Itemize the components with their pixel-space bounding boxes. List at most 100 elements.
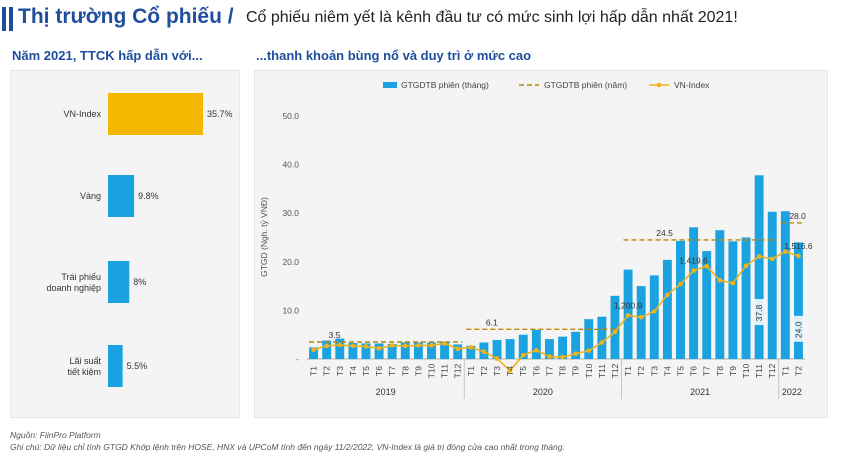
bar-month-22 xyxy=(584,319,594,359)
left-panel-title: Năm 2021, TTCK hấp dẫn với... xyxy=(12,48,203,63)
category-label: Trái phiếu doanh nghiệp xyxy=(46,272,101,293)
month-tick-label: T3 xyxy=(492,366,502,376)
page-title: Thị trường Cổ phiếu / xyxy=(18,5,234,28)
vnindex-point-18 xyxy=(534,347,539,353)
bar-month-12 xyxy=(453,344,463,359)
year-label: 2022 xyxy=(782,387,802,397)
legend-label: GTGDTB phiên (năm) xyxy=(544,80,627,90)
left-chart-panel: VN-Index 35.7% Vàng 9.8% Trái phiếu doanh ngh… xyxy=(10,70,240,418)
bar-month-34 xyxy=(741,237,751,359)
vnindex-point-23 xyxy=(599,340,605,345)
month-tick-label: T7 xyxy=(544,366,554,376)
vnindex-point-29 xyxy=(678,281,683,287)
category-label-line: Trái phiếu xyxy=(61,272,101,282)
bar-month-32 xyxy=(715,230,725,359)
vnindex-point-6 xyxy=(376,346,382,351)
month-tick-label: T11 xyxy=(754,364,764,378)
footer-note: Ghi chú: Dữ liệu chỉ tính GTGD Khớp lệnh… xyxy=(10,442,565,452)
category-label-line: Lãi suất xyxy=(69,356,101,366)
bar-month-2 xyxy=(322,340,332,359)
bar-month-35 xyxy=(754,175,764,359)
month-tick-label: T2 xyxy=(793,366,803,376)
month-tick-label: T6 xyxy=(374,366,384,376)
vnindex-point-11 xyxy=(442,341,447,346)
bar-2 xyxy=(108,175,135,217)
y-tick-label: 50.0 xyxy=(282,111,299,121)
bar-month-13 xyxy=(466,345,476,359)
bar-month-30 xyxy=(689,227,699,359)
month-tick-label: T11 xyxy=(597,364,607,378)
bar-month-7 xyxy=(387,343,397,359)
month-tick-label: T6 xyxy=(689,366,699,376)
month-tick-label: T9 xyxy=(413,366,423,376)
month-tick-label: T12 xyxy=(610,363,620,378)
bar-month-10 xyxy=(427,342,436,359)
bar-3 xyxy=(108,261,130,303)
vnindex-point-1 xyxy=(311,347,316,353)
month-tick-label: T5 xyxy=(518,366,528,376)
year-label: 2021 xyxy=(690,387,710,397)
vnindex-value-label: 1,516.6 xyxy=(784,241,813,251)
bar-value-label: 37.8 xyxy=(754,305,764,322)
header-accent-bar xyxy=(9,7,13,31)
vnindex-point-12 xyxy=(455,346,461,352)
vnindex-point-3 xyxy=(337,342,343,348)
vnindex-point-34 xyxy=(743,263,749,268)
bar-month-4 xyxy=(348,342,358,359)
month-tick-label: T4 xyxy=(662,366,672,376)
vnindex-point-38 xyxy=(796,253,801,259)
yearly-average-label: 3.5 xyxy=(329,330,341,340)
month-tick-label: T2 xyxy=(479,366,489,376)
vnindex-value-label: 1,200.9 xyxy=(614,300,643,310)
month-tick-label: T11 xyxy=(440,364,450,378)
category-label-line: tiết kiệm xyxy=(67,367,101,377)
vnindex-point-4 xyxy=(350,343,356,349)
vnindex-point-32 xyxy=(717,277,723,283)
bar-month-5 xyxy=(361,343,371,359)
vnindex-point-25 xyxy=(625,312,631,318)
y-tick-label: 40.0 xyxy=(282,160,299,170)
y-tick-label: - xyxy=(296,354,299,364)
bar-month-33 xyxy=(728,241,738,359)
month-tick-label: T1 xyxy=(309,366,319,376)
bar-month-3 xyxy=(335,338,345,359)
bar-month-17 xyxy=(518,334,528,359)
return-bar-chart: VN-Index 35.7% Vàng 9.8% Trái phiếu doanh ngh… xyxy=(46,93,233,387)
month-tick-label: T8 xyxy=(715,366,725,376)
month-tick-label: T3 xyxy=(649,366,659,376)
value-label: 35.7% xyxy=(207,109,233,119)
vnindex-value-label: 1,419.6 xyxy=(679,256,708,266)
month-tick-label: T2 xyxy=(322,366,332,376)
category-label: Vàng xyxy=(80,191,101,201)
page-subtitle: Cổ phiếu niêm yết là kênh đầu tư có mức … xyxy=(246,9,738,26)
vnindex-point-37 xyxy=(783,249,788,254)
vnindex-point-20 xyxy=(560,354,565,360)
month-tick-label: T1 xyxy=(466,366,476,376)
yearly-average-label: 24.5 xyxy=(656,228,673,238)
month-tick-label: T8 xyxy=(400,366,410,376)
category-label: Lãi suất tiết kiệm xyxy=(67,356,101,377)
vnindex-point-24 xyxy=(612,329,618,335)
y-tick-label: 30.0 xyxy=(282,208,299,218)
page-header: Thị trường Cổ phiếu / Cổ phiếu niêm yết … xyxy=(0,0,856,40)
vnindex-point-30 xyxy=(691,268,696,273)
vnindex-point-22 xyxy=(586,348,592,354)
vnindex-line xyxy=(313,250,799,372)
month-tick-label: T1 xyxy=(623,366,633,376)
month-tick-label: T7 xyxy=(702,366,712,376)
bar-month-18 xyxy=(531,329,541,359)
bar-month-38 xyxy=(793,242,803,359)
vnindex-point-19 xyxy=(547,354,552,359)
month-tick-label: T12 xyxy=(767,363,777,378)
vnindex-point-14 xyxy=(481,349,487,355)
month-tick-label: T5 xyxy=(676,366,686,376)
bar-label-bg xyxy=(793,315,804,342)
month-tick-label: T1 xyxy=(780,366,790,376)
bar-month-20 xyxy=(558,336,568,359)
month-tick-label: T8 xyxy=(558,366,568,376)
right-chart-panel: - 10.0 20.0 30.0 40.0 50.0 GTGD (Ngh. tỷ VNĐ) 3… xyxy=(254,70,828,418)
month-tick-label: T9 xyxy=(571,366,581,376)
bar-month-6 xyxy=(374,343,384,359)
month-tick-label: T12 xyxy=(453,363,463,378)
legend-label: GTGDTB phiên (tháng) xyxy=(401,80,489,90)
